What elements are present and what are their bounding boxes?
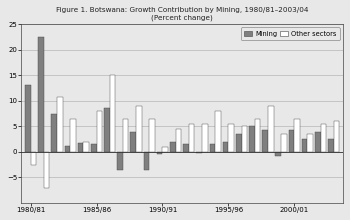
Bar (268, 106, 273, 152)
Bar (64, 146, 70, 152)
Bar (38, 37, 44, 152)
Bar (170, 142, 176, 152)
Bar (228, 124, 234, 152)
Bar (70, 119, 76, 152)
Bar (97, 111, 102, 152)
Bar (210, 144, 215, 152)
Bar (289, 130, 294, 152)
Bar (131, 132, 136, 152)
Bar (78, 143, 83, 152)
Bar (157, 152, 162, 154)
Bar (249, 126, 255, 152)
Bar (57, 97, 63, 152)
Bar (275, 152, 281, 156)
Bar (51, 114, 57, 152)
Bar (255, 119, 260, 152)
Bar (294, 119, 300, 152)
Bar (30, 152, 36, 165)
Bar (189, 124, 194, 152)
Bar (162, 147, 168, 152)
Bar (123, 119, 128, 152)
Bar (328, 139, 334, 152)
Bar (136, 106, 142, 152)
Bar (144, 152, 149, 170)
Bar (302, 139, 307, 152)
Bar (110, 75, 115, 152)
Bar (223, 142, 228, 152)
Bar (25, 85, 30, 152)
Bar (321, 124, 326, 152)
Bar (262, 130, 268, 152)
Bar (281, 134, 287, 152)
Bar (91, 144, 97, 152)
Bar (44, 152, 49, 188)
Bar (315, 132, 321, 152)
Bar (104, 108, 110, 152)
Bar (183, 144, 189, 152)
Bar (241, 126, 247, 152)
Legend: Mining, Other sectors: Mining, Other sectors (241, 28, 340, 40)
Bar (215, 111, 221, 152)
Bar (307, 134, 313, 152)
Bar (117, 152, 123, 170)
Bar (83, 142, 89, 152)
Title: Figure 1. Botswana: Growth Contribution by Mining, 1980/81–2003/04
(Percent chan: Figure 1. Botswana: Growth Contribution … (56, 7, 308, 21)
Bar (334, 121, 340, 152)
Bar (176, 129, 181, 152)
Bar (149, 119, 155, 152)
Bar (202, 124, 208, 152)
Bar (196, 152, 202, 153)
Bar (236, 134, 241, 152)
